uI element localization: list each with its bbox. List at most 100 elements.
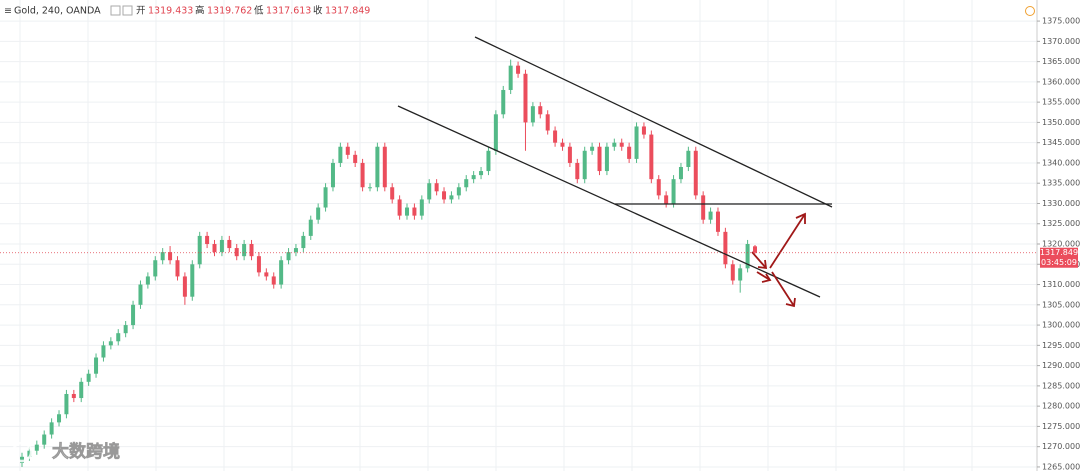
candle-body — [286, 252, 291, 261]
candle-body — [715, 211, 720, 232]
price-axis — [1037, 0, 1080, 471]
candle-body — [479, 171, 484, 176]
y-tick-label: 1345.000 — [1042, 138, 1080, 147]
candle-body — [545, 114, 550, 131]
y-tick-label: 1295.000 — [1042, 341, 1080, 350]
candle-body — [723, 231, 728, 265]
candle-body — [575, 162, 580, 180]
symbol-title: Gold, 240, OANDA — [14, 6, 101, 17]
candle-body — [234, 248, 239, 257]
y-tick-label: 1340.000 — [1042, 158, 1080, 167]
vertical-grid — [19, 0, 973, 471]
candle-body — [501, 89, 506, 115]
y-tick-label: 1275.000 — [1042, 422, 1080, 431]
candle-body — [449, 195, 454, 200]
ohlc-label: 收 — [313, 5, 323, 17]
candle-body — [530, 106, 535, 123]
ohlc-value: 1317.849 — [325, 6, 370, 17]
y-tick-label: 1335.000 — [1042, 179, 1080, 188]
candle-body — [108, 341, 113, 346]
candle-body — [701, 195, 706, 220]
candle-body — [338, 146, 343, 163]
candle-body — [471, 175, 476, 180]
candle-body — [168, 252, 173, 261]
candle-body — [145, 276, 150, 285]
y-tick-label: 1325.000 — [1042, 219, 1080, 228]
arrows — [751, 212, 806, 308]
y-tick-label: 1270.000 — [1042, 442, 1080, 451]
ohlc-value: 1317.613 — [266, 6, 311, 17]
candle-body — [205, 235, 210, 245]
candle-body — [116, 333, 121, 342]
icon — [122, 5, 133, 16]
candle-body — [345, 146, 350, 155]
candle-body — [434, 183, 439, 192]
y-tick-label: 1330.000 — [1042, 199, 1080, 208]
candle-body — [508, 65, 513, 90]
candle-body — [94, 357, 99, 374]
candle-body — [330, 162, 335, 188]
candle-body — [153, 260, 158, 277]
candle-body — [464, 179, 469, 188]
candle-body — [190, 264, 195, 297]
candle-body — [634, 126, 639, 159]
candle-body — [745, 244, 750, 269]
candle-body — [212, 244, 217, 253]
candle-body — [753, 246, 757, 253]
candle-body — [538, 106, 543, 115]
candle-body — [597, 146, 602, 172]
candle-body — [730, 264, 735, 281]
candle-body — [649, 134, 654, 180]
candle-body — [49, 422, 54, 435]
ohlc-value: 1319.762 — [207, 6, 252, 17]
candle-body — [123, 325, 128, 334]
candle-body — [567, 146, 572, 163]
candle-body — [57, 414, 62, 423]
candle-body — [79, 381, 84, 399]
candle-body — [582, 150, 587, 180]
candle-body — [227, 239, 232, 249]
watermark: 大数跨境 — [52, 441, 120, 462]
y-tick-label: 1370.000 — [1042, 37, 1080, 46]
menu-icon: ≡ — [4, 6, 12, 17]
y-tick-label: 1280.000 — [1042, 402, 1080, 411]
candle-body — [456, 187, 461, 196]
candle-body — [242, 244, 247, 257]
candle-body — [405, 207, 410, 216]
ohlc-label: 高 — [195, 5, 205, 17]
candle-body — [516, 65, 521, 74]
candle-body — [590, 146, 595, 151]
y-tick-label: 1290.000 — [1042, 361, 1080, 370]
trend-line — [474, 36, 833, 208]
candle-body — [131, 304, 136, 326]
candle-body — [316, 207, 321, 220]
candle-body — [627, 146, 632, 159]
candle-body — [678, 166, 683, 180]
candle-body — [486, 150, 491, 172]
candle-body — [138, 284, 143, 305]
y-tick-label: 1355.000 — [1042, 98, 1080, 107]
candle-body — [419, 199, 424, 216]
candle-body — [612, 142, 617, 147]
ohlc-label: 低 — [254, 5, 264, 17]
candle-body — [397, 199, 402, 216]
y-tick-label: 1375.000 — [1042, 17, 1080, 26]
candle-body — [641, 126, 646, 135]
candle-body — [656, 179, 661, 196]
candle-body — [323, 187, 328, 208]
countdown: 03:45:09 — [1041, 258, 1077, 267]
candle-body — [664, 195, 669, 204]
candle-body — [101, 345, 106, 358]
candle-body — [256, 256, 261, 273]
y-tick-label: 1300.000 — [1042, 321, 1080, 330]
trend-line — [397, 105, 821, 298]
candle-body — [523, 73, 528, 123]
y-tick-label: 1320.000 — [1042, 240, 1080, 249]
ohlc-label: 开 — [136, 6, 146, 17]
candle-body — [560, 142, 565, 147]
candle-body — [686, 150, 691, 167]
y-tick-label: 1350.000 — [1042, 118, 1080, 127]
candle-body — [353, 154, 358, 163]
y-tick-label: 1305.000 — [1042, 300, 1080, 309]
